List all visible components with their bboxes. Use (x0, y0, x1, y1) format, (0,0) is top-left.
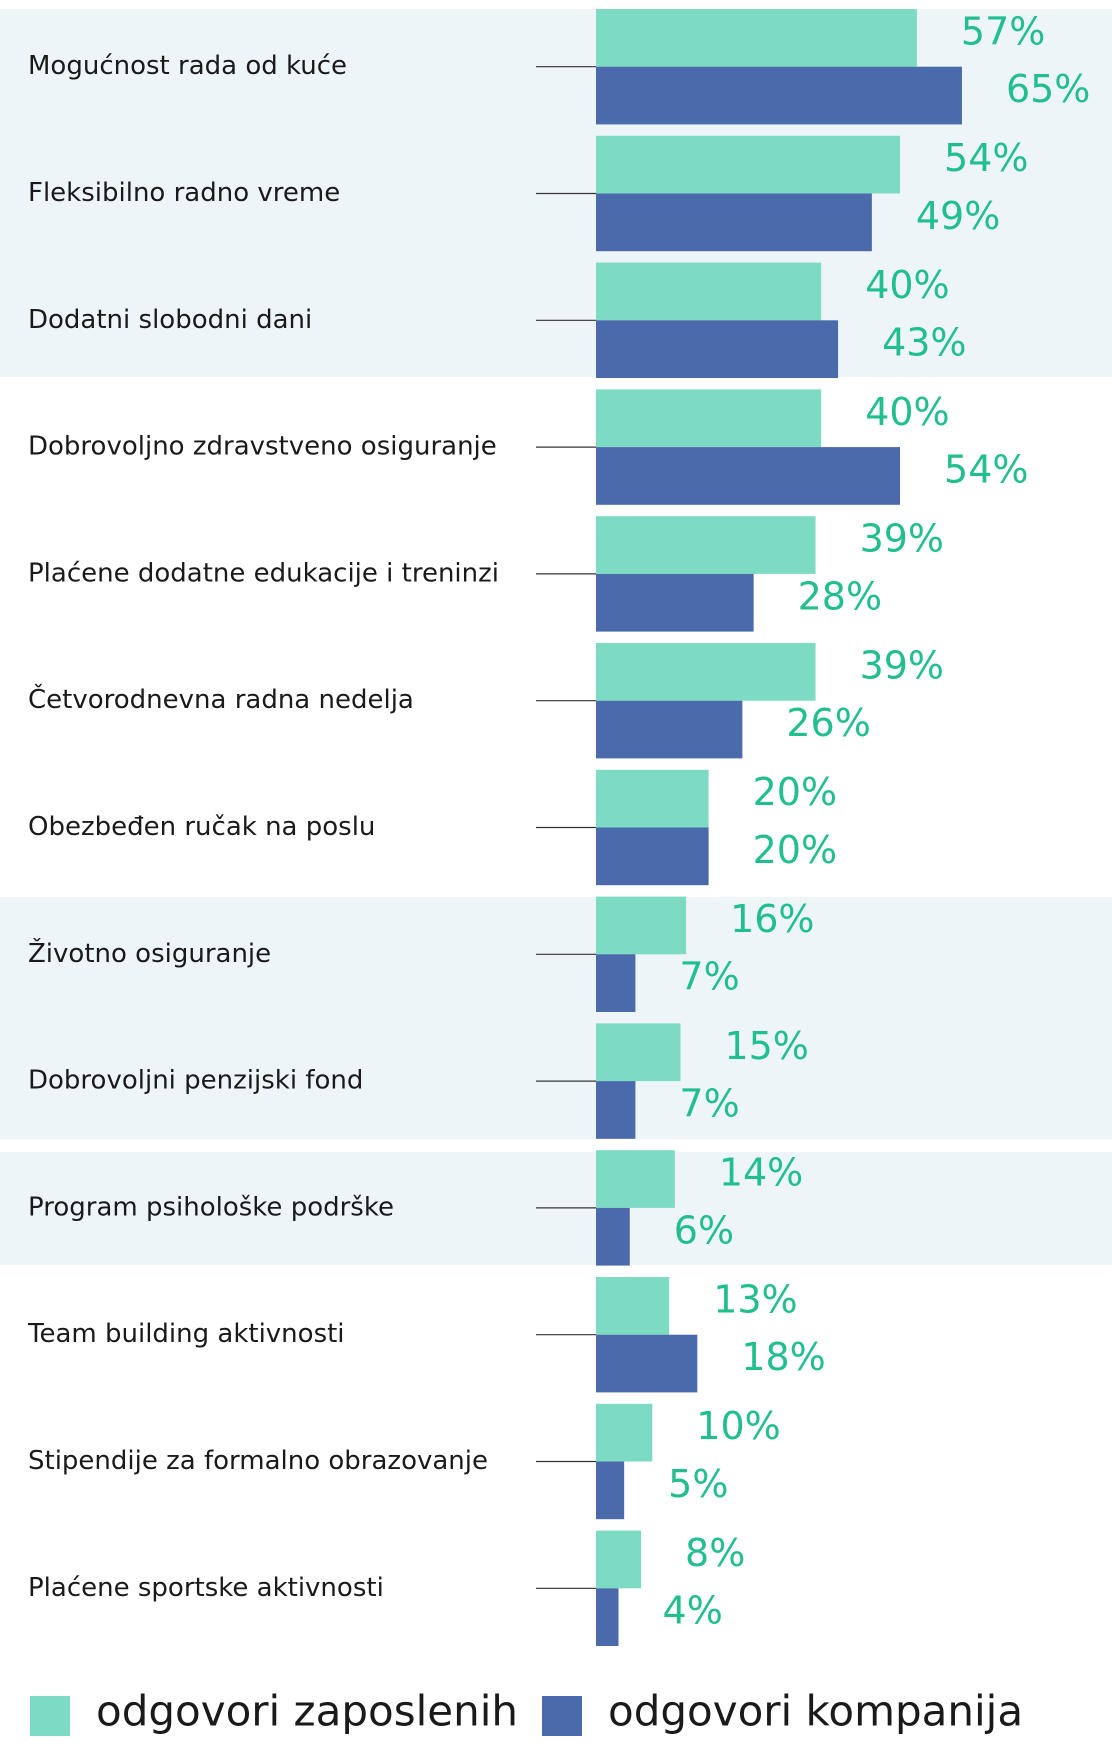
value-label: 4% (663, 1589, 723, 1633)
category-label: Dobrovoljno zdravstveno osiguranje (28, 432, 497, 462)
value-label: 5% (668, 1462, 728, 1506)
category-label: Plaćene dodatne edukacije i treninzi (28, 558, 499, 588)
bar (596, 447, 901, 505)
category-label: Fleksibilno radno vreme (28, 178, 340, 208)
bar (596, 1150, 675, 1208)
bar (596, 262, 822, 321)
band (0, 897, 1112, 1139)
value-label: 10% (696, 1404, 780, 1448)
bar (596, 320, 839, 378)
category-label: Plaćene sportske aktivnosti (28, 1573, 384, 1603)
value-label: 54% (944, 447, 1028, 491)
value-label: 7% (679, 955, 739, 999)
value-label: 40% (865, 390, 949, 434)
legend-swatch (30, 1696, 70, 1736)
category-label: Program psihološke podrške (28, 1192, 394, 1222)
bar (596, 1530, 642, 1589)
category-label: Četvorodnevna radna nedelja (28, 683, 414, 715)
bar (596, 9, 917, 67)
value-label: 43% (882, 321, 966, 365)
value-label: 39% (860, 643, 944, 687)
value-label: 13% (713, 1277, 797, 1321)
bar (596, 1334, 698, 1393)
legend-label: odgovori kompanija (608, 1687, 1023, 1736)
value-label: 14% (719, 1151, 803, 1195)
bar (596, 573, 754, 632)
bar (596, 1588, 619, 1646)
value-label: 39% (860, 517, 944, 561)
bar (596, 643, 816, 701)
bar (596, 1461, 625, 1520)
category-label: Dobrovoljni penzijski fond (28, 1066, 363, 1096)
value-label: 65% (1006, 67, 1090, 111)
bar (596, 827, 709, 886)
value-label: 15% (724, 1024, 808, 1068)
bar (596, 1403, 653, 1462)
bar (596, 135, 901, 194)
legend-swatch (542, 1696, 582, 1736)
value-label: 16% (730, 897, 814, 941)
value-label: 20% (753, 828, 837, 872)
value-label: 49% (916, 194, 1000, 238)
value-label: 57% (961, 9, 1045, 53)
category-label: Team building aktivnosti (27, 1319, 345, 1349)
value-label: 20% (753, 770, 837, 814)
category-label: Mogućnost rada od kuće (28, 51, 347, 81)
category-label: Životno osiguranje (28, 937, 271, 969)
bar (596, 1081, 636, 1139)
bar (596, 1277, 670, 1335)
value-label: 8% (685, 1531, 745, 1575)
bar (596, 1023, 681, 1082)
category-label: Dodatni slobodni dani (28, 305, 312, 335)
bar (596, 700, 743, 759)
bar (596, 516, 816, 574)
category-label: Obezbeđen ručak na poslu (28, 812, 375, 842)
bar (596, 769, 709, 828)
bar (596, 193, 872, 252)
value-label: 26% (786, 701, 870, 745)
bar (596, 896, 687, 955)
value-label: 7% (679, 1081, 739, 1125)
bar (596, 1207, 630, 1266)
legend-label: odgovori zaposlenih (96, 1687, 518, 1736)
value-label: 18% (741, 1335, 825, 1379)
category-label: Stipendije za formalno obrazovanje (28, 1446, 488, 1476)
value-label: 6% (674, 1208, 734, 1252)
value-label: 40% (865, 263, 949, 307)
value-label: 28% (798, 574, 882, 618)
bar (596, 389, 822, 448)
bar (596, 66, 962, 125)
value-label: 54% (944, 136, 1028, 180)
bar (596, 954, 636, 1012)
